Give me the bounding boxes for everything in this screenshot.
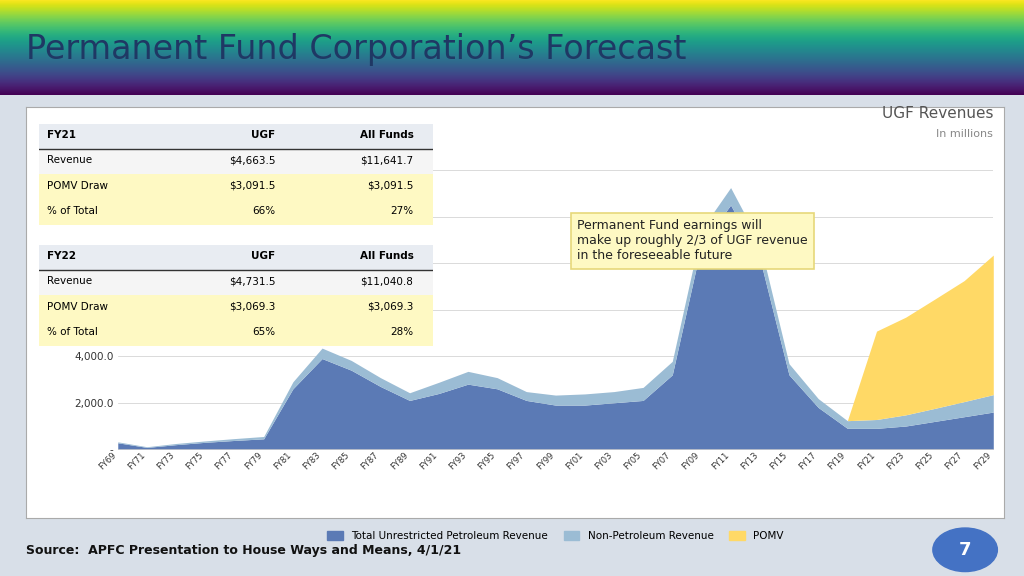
Text: POMV Draw: POMV Draw <box>47 181 108 191</box>
Text: Permanent Fund Corporation’s Forecast: Permanent Fund Corporation’s Forecast <box>26 33 686 66</box>
Text: $4,731.5: $4,731.5 <box>229 276 275 286</box>
Legend: Total Unrestricted Petroleum Revenue, Non-Petroleum Revenue, POMV: Total Unrestricted Petroleum Revenue, No… <box>328 531 783 541</box>
Text: $11,641.7: $11,641.7 <box>360 156 414 165</box>
Text: Revenue: Revenue <box>47 156 92 165</box>
Text: 27%: 27% <box>390 206 414 216</box>
Text: % of Total: % of Total <box>47 327 97 337</box>
Text: FY21: FY21 <box>47 130 76 140</box>
Text: $3,069.3: $3,069.3 <box>229 302 275 312</box>
Text: Permanent Fund earnings will
make up roughly 2/3 of UGF revenue
in the foreseeab: Permanent Fund earnings will make up rou… <box>578 219 808 263</box>
Text: 66%: 66% <box>252 206 275 216</box>
Bar <box>39 124 433 149</box>
Text: 28%: 28% <box>390 327 414 337</box>
Bar <box>39 199 433 225</box>
Bar <box>39 149 433 175</box>
Bar <box>39 245 433 270</box>
Bar <box>39 295 433 320</box>
Text: $4,663.5: $4,663.5 <box>229 156 275 165</box>
Text: $3,069.3: $3,069.3 <box>367 302 414 312</box>
Text: UGF Revenues: UGF Revenues <box>882 106 993 121</box>
Text: POMV Draw: POMV Draw <box>47 302 108 312</box>
Text: $11,040.8: $11,040.8 <box>360 276 414 286</box>
Text: All Funds: All Funds <box>359 130 414 140</box>
Bar <box>39 320 433 346</box>
Text: All Funds: All Funds <box>359 251 414 261</box>
Text: UGF: UGF <box>251 251 275 261</box>
Text: Source:  APFC Presentation to House Ways and Means, 4/1/21: Source: APFC Presentation to House Ways … <box>26 544 461 556</box>
Text: $3,091.5: $3,091.5 <box>367 181 414 191</box>
Text: UGF: UGF <box>251 130 275 140</box>
Text: 65%: 65% <box>252 327 275 337</box>
Circle shape <box>933 528 997 571</box>
Text: $3,091.5: $3,091.5 <box>229 181 275 191</box>
Bar <box>39 270 433 295</box>
Text: Revenue: Revenue <box>47 276 92 286</box>
Text: % of Total: % of Total <box>47 206 97 216</box>
Text: FY22: FY22 <box>47 251 76 261</box>
Bar <box>39 175 433 199</box>
Text: 7: 7 <box>958 541 972 559</box>
Text: In millions: In millions <box>936 129 993 139</box>
